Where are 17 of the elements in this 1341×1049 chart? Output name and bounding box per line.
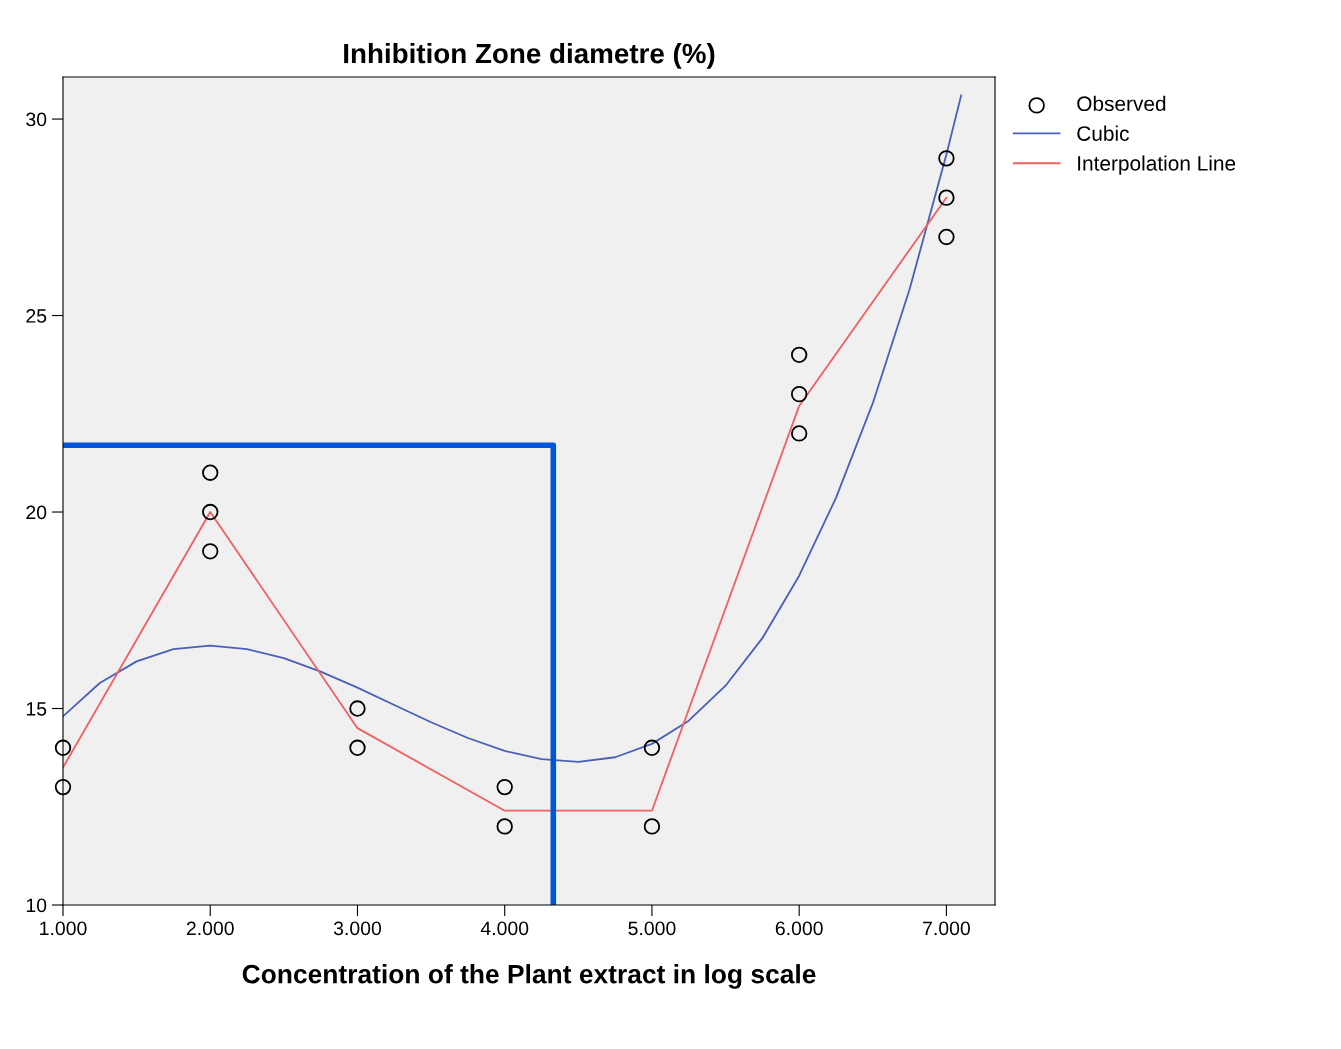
y-tick-label: 10 — [26, 898, 47, 913]
legend-label: Observed — [1077, 95, 1166, 112]
x-tick-label: 3.000 — [333, 921, 382, 936]
y-tick-label: 15 — [26, 702, 47, 716]
legend-label: Cubic — [1077, 125, 1129, 141]
y-tick-label: 30 — [26, 112, 47, 127]
x-axis-title: Concentration of the Plant extract in log scale — [242, 964, 816, 989]
x-tick-label: 7.000 — [923, 921, 970, 936]
y-tick-label: 25 — [26, 309, 47, 323]
x-tick-label: 1.000 — [40, 921, 87, 936]
x-tick-label: 4.000 — [480, 921, 529, 936]
legend-label: Interpolation Line — [1078, 155, 1236, 175]
y-tick-label: 20 — [26, 505, 47, 520]
x-tick-label: 5.000 — [628, 921, 676, 936]
chart-title: Inhibition Zone diametre (%) — [344, 42, 715, 69]
x-tick-label: 2.000 — [186, 921, 234, 936]
x-tick-label: 6.000 — [775, 921, 823, 936]
